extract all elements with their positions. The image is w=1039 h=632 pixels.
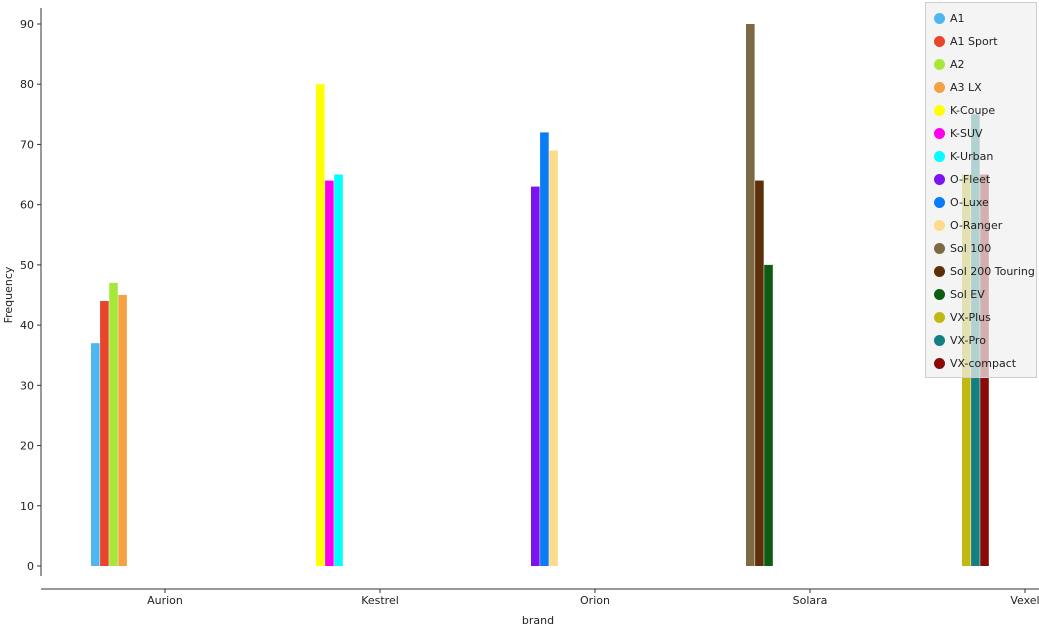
legend-item[interactable]: O-Fleet — [926, 169, 990, 189]
bar-o-ranger[interactable] — [549, 150, 558, 566]
bar-k-coupe[interactable] — [316, 84, 325, 566]
legend-item[interactable]: O-Ranger — [926, 215, 1002, 235]
legend-item[interactable]: K-Urban — [926, 146, 993, 166]
legend-item[interactable]: O-Luxe — [926, 192, 989, 212]
legend-item[interactable]: A3 LX — [926, 77, 982, 97]
legend-label: A2 — [950, 57, 965, 71]
legend-swatch-icon — [934, 35, 945, 47]
y-tick-label: 20 — [20, 440, 34, 453]
legend-label: Sol 200 Touring — [950, 264, 1035, 278]
bar-k-urban[interactable] — [334, 174, 343, 567]
legend-item[interactable]: Sol 200 Touring — [926, 261, 1035, 281]
legend-item[interactable]: A1 Sport — [926, 31, 998, 51]
bar-sol-100[interactable] — [746, 24, 755, 566]
legend-label: VX-Plus — [950, 310, 991, 324]
bar-o-fleet[interactable] — [531, 186, 540, 566]
legend-swatch-icon — [934, 311, 945, 323]
bar-sol-200-touring[interactable] — [755, 180, 764, 567]
legend-label: A3 LX — [950, 80, 982, 94]
legend-item[interactable]: A2 — [926, 54, 965, 74]
legend-label: K-Urban — [950, 149, 994, 163]
legend-swatch-icon — [934, 288, 945, 300]
legend-label: O-Fleet — [950, 172, 991, 186]
legend-swatch-icon — [934, 12, 945, 24]
y-tick-label: 60 — [20, 199, 34, 212]
legend-label: Sol EV — [950, 287, 985, 301]
y-tick-label: 40 — [20, 319, 34, 332]
legend-swatch-icon — [934, 196, 945, 208]
bar-k-suv[interactable] — [325, 180, 334, 567]
legend-label: VX-Pro — [950, 333, 986, 347]
y-tick-label: 10 — [20, 500, 34, 513]
legend-item[interactable]: K-Coupe — [926, 100, 995, 120]
legend-item[interactable]: A1 — [926, 8, 965, 28]
legend-swatch-icon — [934, 242, 945, 254]
bar-a2[interactable] — [109, 282, 118, 566]
y-tick-label: 70 — [20, 138, 34, 151]
x-tick-label: Kestrel — [361, 594, 399, 607]
legend-swatch-icon — [934, 173, 945, 185]
legend-label: A1 — [950, 11, 965, 25]
x-axis: Aurion Kestrel Orion Solara Vexel — [41, 588, 1039, 607]
x-tick-label: Aurion — [147, 594, 183, 607]
legend-swatch-icon — [934, 334, 945, 346]
legend-item[interactable]: Sol 100 — [926, 238, 991, 258]
bar-sol-ev[interactable] — [764, 264, 773, 566]
x-tick-label: Vexel — [1010, 594, 1039, 607]
legend-label: K-Coupe — [950, 103, 996, 117]
legend-swatch-icon — [934, 219, 945, 231]
legend-swatch-icon — [934, 81, 945, 93]
bar-o-luxe[interactable] — [540, 132, 549, 566]
legend-swatch-icon — [934, 58, 945, 70]
bar-a1[interactable] — [91, 343, 100, 566]
legend-item[interactable]: VX-Plus — [926, 307, 991, 327]
legend-item[interactable]: K-SUV — [926, 123, 983, 143]
legend-label: K-SUV — [950, 126, 983, 140]
legend-item[interactable]: VX-Pro — [926, 330, 986, 350]
bar-a3-lx[interactable] — [118, 295, 127, 566]
legend-label: VX-compact — [950, 356, 1017, 370]
legend-label: A1 Sport — [950, 34, 998, 48]
legend-swatch-icon — [934, 127, 945, 139]
legend-label: O-Luxe — [950, 195, 989, 209]
y-axis-label: Frequency — [2, 266, 15, 323]
y-tick-label: 90 — [20, 18, 34, 31]
legend-swatch-icon — [934, 104, 945, 116]
y-tick-label: 50 — [20, 259, 34, 272]
legend-item[interactable]: VX-compact — [926, 353, 1016, 373]
legend-swatch-icon — [934, 357, 945, 369]
y-tick-label: 0 — [27, 560, 34, 573]
legend: A1 A1 Sport A2 A3 LX K-Coupe K-SUV K-Urban O-Fl… — [925, 2, 1037, 378]
legend-label: Sol 100 — [950, 241, 992, 255]
bar-a1-sport[interactable] — [100, 301, 109, 566]
bars — [91, 24, 989, 567]
legend-swatch-icon — [934, 150, 945, 162]
y-tick-label: 30 — [20, 379, 34, 392]
y-tick-label: 80 — [20, 78, 34, 91]
x-axis-label: brand — [522, 614, 554, 627]
legend-swatch-icon — [934, 265, 945, 277]
legend-item[interactable]: Sol EV — [926, 284, 985, 304]
legend-label: O-Ranger — [950, 218, 1003, 232]
x-tick-label: Solara — [793, 594, 828, 607]
y-axis: 0 10 20 30 40 50 60 70 80 90 — [20, 8, 42, 576]
x-tick-label: Orion — [580, 594, 610, 607]
